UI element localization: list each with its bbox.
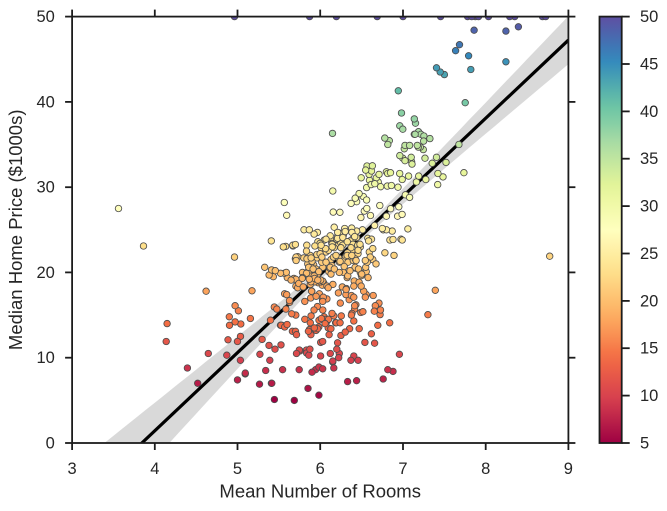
svg-text:Mean Number of Rooms: Mean Number of Rooms — [219, 481, 421, 502]
svg-text:40: 40 — [36, 93, 54, 111]
svg-text:10: 10 — [36, 349, 54, 367]
svg-text:0: 0 — [46, 434, 55, 452]
svg-text:5: 5 — [233, 460, 242, 478]
svg-text:25: 25 — [640, 245, 658, 263]
svg-text:20: 20 — [640, 292, 658, 310]
svg-text:30: 30 — [36, 179, 54, 197]
svg-text:15: 15 — [640, 340, 658, 358]
svg-text:5: 5 — [640, 434, 649, 452]
svg-text:6: 6 — [316, 460, 325, 478]
svg-text:40: 40 — [640, 103, 658, 121]
svg-text:7: 7 — [398, 460, 407, 478]
svg-text:3: 3 — [68, 460, 77, 478]
svg-text:20: 20 — [36, 264, 54, 282]
svg-text:35: 35 — [640, 150, 658, 168]
svg-text:45: 45 — [640, 55, 658, 73]
svg-text:10: 10 — [640, 387, 658, 405]
svg-text:30: 30 — [640, 198, 658, 216]
svg-text:50: 50 — [36, 8, 54, 26]
svg-text:Median Home Price ($1000s): Median Home Price ($1000s) — [5, 109, 26, 350]
svg-text:8: 8 — [481, 460, 490, 478]
svg-text:9: 9 — [564, 460, 573, 478]
svg-text:4: 4 — [150, 460, 159, 478]
svg-text:50: 50 — [640, 8, 658, 26]
